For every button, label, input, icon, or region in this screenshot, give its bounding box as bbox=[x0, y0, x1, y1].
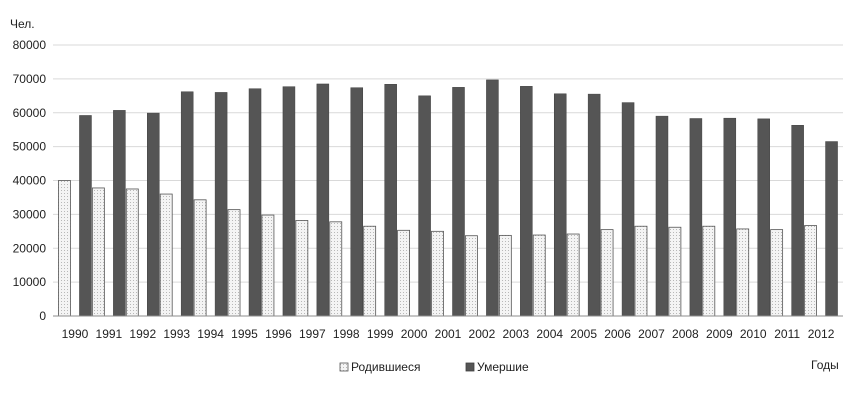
x-tick-label: 2006 bbox=[604, 327, 631, 341]
y-tick-label: 70000 bbox=[13, 72, 47, 86]
bar-deaths bbox=[587, 93, 601, 317]
x-tick-label: 1993 bbox=[163, 327, 190, 341]
bar-deaths bbox=[757, 118, 770, 317]
bar-births bbox=[261, 214, 275, 317]
x-tick-label: 1994 bbox=[197, 327, 224, 341]
bar-births bbox=[600, 229, 614, 317]
bar-births bbox=[566, 233, 580, 317]
bar-births bbox=[193, 199, 207, 317]
bar-deaths bbox=[452, 87, 465, 317]
bar-deaths bbox=[791, 125, 804, 317]
bar-births bbox=[431, 230, 444, 317]
bar-deaths bbox=[520, 86, 533, 317]
x-tick-label: 2012 bbox=[808, 327, 835, 341]
y-tick-label: 20000 bbox=[13, 241, 47, 255]
x-tick-label: 1998 bbox=[333, 327, 360, 341]
bar-deaths bbox=[418, 95, 431, 317]
x-tick-label: 2000 bbox=[401, 327, 428, 341]
bar-deaths bbox=[621, 102, 635, 317]
legend: Родившиеся Умершие bbox=[339, 360, 529, 374]
y-tick-label: 0 bbox=[39, 309, 46, 323]
x-tick-label: 2001 bbox=[435, 327, 462, 341]
legend-deaths-label: Умершие bbox=[477, 360, 529, 374]
bar-births bbox=[668, 226, 682, 317]
bar-births bbox=[532, 234, 546, 317]
bar-births bbox=[91, 187, 105, 317]
x-tick-label: 1997 bbox=[299, 327, 326, 341]
bar-deaths bbox=[689, 118, 703, 317]
bar-births bbox=[804, 225, 817, 317]
bar-births bbox=[465, 235, 478, 317]
bar-births bbox=[736, 228, 750, 317]
bar-births bbox=[397, 229, 410, 317]
legend-births-swatch bbox=[339, 362, 349, 372]
x-tick-label: 2009 bbox=[706, 327, 733, 341]
bar-births bbox=[295, 220, 309, 317]
bar-births bbox=[634, 225, 648, 317]
bar-births bbox=[702, 225, 716, 317]
x-tick-label: 1992 bbox=[129, 327, 156, 341]
x-tick-label: 2008 bbox=[672, 327, 699, 341]
y-tick-label: 50000 bbox=[13, 140, 47, 154]
bar-births bbox=[159, 193, 173, 317]
bar-deaths bbox=[282, 86, 296, 317]
x-axis-title: Годы bbox=[811, 358, 839, 372]
bar-deaths bbox=[248, 88, 262, 317]
bar-deaths bbox=[825, 141, 838, 317]
bar-deaths bbox=[214, 92, 228, 317]
y-axis-title: Чел. bbox=[10, 17, 35, 31]
y-tick-label: 60000 bbox=[13, 106, 47, 120]
y-tick-label: 80000 bbox=[13, 38, 47, 52]
bar-deaths bbox=[655, 115, 669, 317]
bar-deaths bbox=[350, 87, 364, 317]
bar-deaths bbox=[553, 93, 567, 317]
bar-deaths bbox=[180, 91, 194, 317]
x-tick-label: 1995 bbox=[231, 327, 258, 341]
legend-deaths-swatch bbox=[465, 362, 475, 372]
x-tick-label: 2002 bbox=[469, 327, 496, 341]
bar-deaths bbox=[384, 84, 397, 317]
bar-births bbox=[227, 209, 241, 317]
bar-deaths bbox=[723, 117, 737, 317]
bar-deaths bbox=[486, 79, 499, 317]
x-tick-label: 2011 bbox=[774, 327, 800, 341]
y-tick-label: 10000 bbox=[13, 275, 47, 289]
x-tick-label: 2004 bbox=[536, 327, 563, 341]
bar-births bbox=[125, 188, 139, 317]
legend-births-label: Родившиеся bbox=[351, 360, 420, 374]
x-tick-label: 1990 bbox=[62, 327, 89, 341]
bar-births bbox=[770, 229, 784, 317]
x-tick-label: 1996 bbox=[265, 327, 292, 341]
bar-deaths bbox=[316, 83, 330, 317]
x-tick-label: 2003 bbox=[502, 327, 529, 341]
bar-births bbox=[498, 234, 512, 317]
x-tick-label: 1991 bbox=[96, 327, 123, 341]
bar-deaths bbox=[79, 115, 92, 317]
x-tick-label: 2010 bbox=[740, 327, 767, 341]
bar-births bbox=[329, 221, 343, 317]
x-tick-label: 2007 bbox=[638, 327, 665, 341]
y-tick-label: 40000 bbox=[13, 174, 47, 188]
bar-deaths bbox=[113, 110, 126, 317]
bar-deaths bbox=[147, 112, 160, 317]
y-tick-label: 30000 bbox=[13, 207, 47, 221]
bar-births bbox=[58, 180, 71, 317]
bar-births bbox=[363, 225, 377, 317]
x-tick-label: 2005 bbox=[570, 327, 597, 341]
x-tick-label: 1999 bbox=[367, 327, 394, 341]
